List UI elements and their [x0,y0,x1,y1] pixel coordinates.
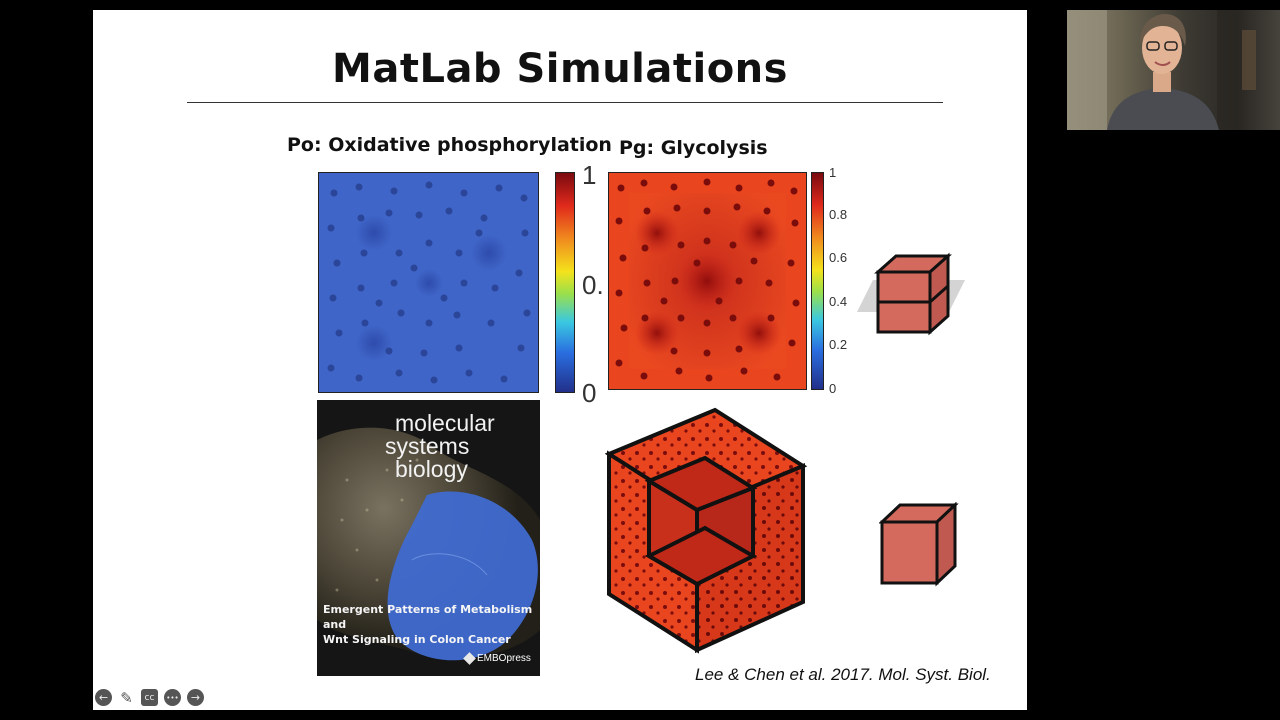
cover-title-line: molecular [395,410,495,436]
pg-colorbar-tick: 0.6 [829,250,848,265]
pg-colorbar-tick: 0.2 [829,337,848,352]
po-colorbar-tick: 0. [582,270,604,300]
cover-title-line: systems [385,433,470,459]
cover-title-line: biology [395,456,468,482]
pg-colorbar-tick: 0 [829,381,837,396]
cover-caption: Emergent Patterns of Metabolism and Wnt … [323,602,540,647]
pg-heatmap [608,172,807,390]
cover-artwork [317,400,540,676]
publisher-name: EMBOpress [477,653,531,664]
cover-caption-line: Emergent Patterns of Metabolism and [323,603,533,631]
po-colorbar [555,172,575,393]
pg-colorbar-tick: 0.4 [829,294,848,309]
more-options-icon[interactable]: ••• [164,689,181,706]
po-colorbar-tick: 1 [582,160,597,190]
presentation-slide: MatLab Simulations Po: Oxidative phospho… [93,10,1027,710]
presenter-webcam [1067,10,1280,130]
title-divider [187,102,943,103]
sliced-cube-diagram [857,252,965,336]
solid-cube-diagram [879,502,959,587]
pg-colorbar-tick: 1 [829,165,837,180]
slide-title: MatLab Simulations [332,46,788,92]
cutaway-cube-diagram [605,407,808,654]
po-heatmap-image [319,173,538,392]
pg-colorbar [811,172,824,390]
presenter-video [1067,10,1280,130]
pg-colorbar-tick: 0.8 [829,207,848,222]
slide-controls: ← ✎ cc ••• → [95,688,204,707]
po-colorbar-tick: 0 [582,378,597,408]
pen-icon[interactable]: ✎ [120,688,133,707]
next-slide-icon[interactable]: → [187,689,204,706]
cover-title: molecular systems biology [385,410,495,482]
po-label: Po: Oxidative phosphorylation [287,134,612,156]
publisher-logo: EMBOpress [463,652,531,665]
journal-cover: molecular systems biology Emergent Patte… [317,400,540,676]
pg-heatmap-image [609,173,806,389]
pg-label: Pg: Glycolysis [619,137,768,159]
publisher-mark-icon [463,652,476,665]
captions-icon[interactable]: cc [141,689,158,706]
cover-caption-line: Wnt Signaling in Colon Cancer [323,633,511,646]
citation: Lee & Chen et al. 2017. Mol. Syst. Biol. [695,665,991,684]
previous-slide-icon[interactable]: ← [95,689,112,706]
po-heatmap [318,172,539,393]
